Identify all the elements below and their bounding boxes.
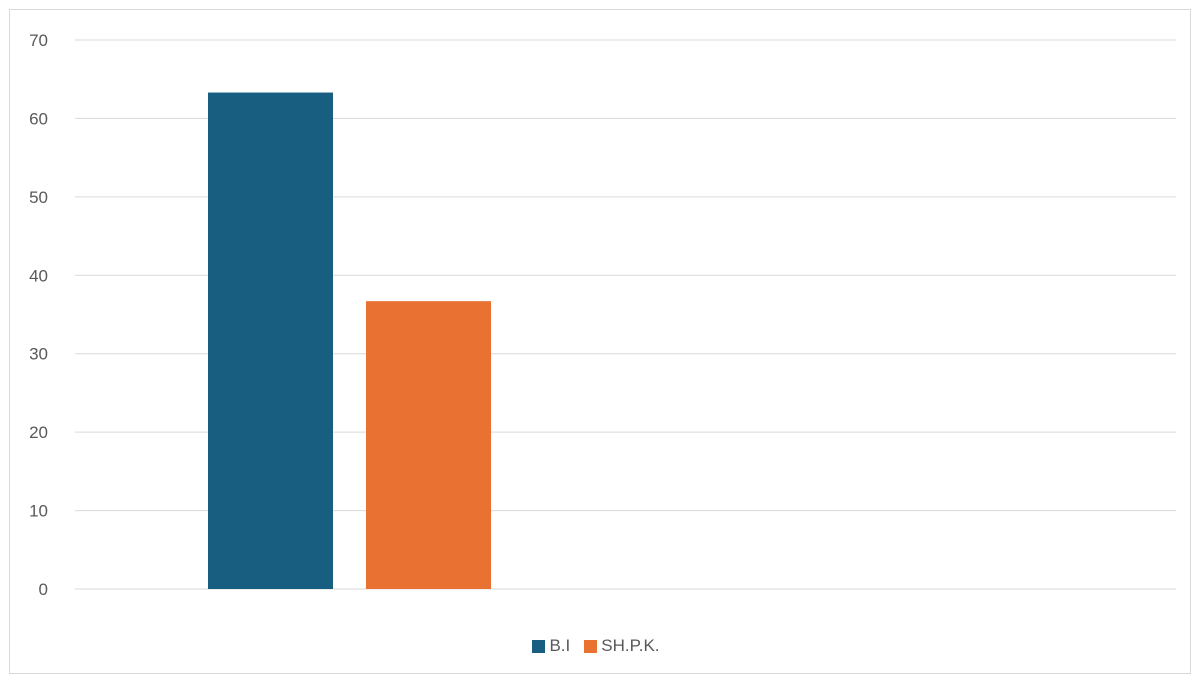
legend-label-shpk: SH.P.K. — [601, 636, 660, 655]
bar-b-i — [208, 92, 333, 589]
legend-item-shpk: SH.P.K. — [584, 636, 660, 656]
y-tick-label-0: 0 — [39, 580, 48, 599]
legend-item-bi: B.I — [532, 636, 570, 656]
legend: B.I SH.P.K. — [0, 636, 1192, 656]
legend-swatch-bi — [532, 639, 546, 653]
y-tick-label-40: 40 — [29, 266, 48, 285]
bar-sh-p-k — [366, 301, 491, 589]
legend-label-bi: B.I — [549, 636, 571, 655]
y-tick-label-20: 20 — [29, 423, 48, 442]
y-tick-label-50: 50 — [29, 188, 48, 207]
y-tick-label-10: 10 — [29, 502, 48, 521]
y-tick-label-30: 30 — [29, 345, 48, 364]
y-tick-label-60: 60 — [29, 109, 48, 128]
y-tick-label-70: 70 — [29, 31, 48, 50]
chart-area — [9, 9, 1191, 674]
legend-swatch-shpk — [584, 639, 598, 653]
